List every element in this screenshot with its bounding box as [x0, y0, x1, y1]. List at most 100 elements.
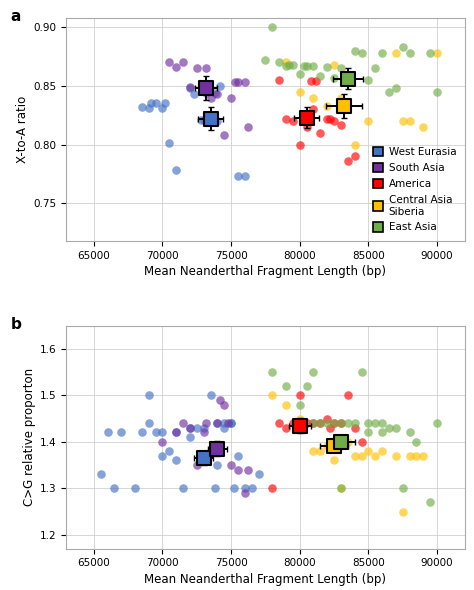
Point	[323, 442, 331, 451]
Point	[399, 484, 407, 493]
Point	[234, 77, 242, 87]
Point	[159, 103, 166, 113]
Point	[220, 130, 228, 140]
Point	[310, 418, 317, 428]
Point	[337, 484, 345, 493]
Point	[200, 428, 208, 437]
Point	[385, 87, 393, 96]
Point	[303, 61, 310, 71]
Point	[202, 64, 210, 73]
Point	[228, 93, 235, 102]
Point	[433, 418, 441, 428]
Point	[296, 87, 303, 96]
Point	[317, 447, 324, 456]
Point	[202, 83, 210, 93]
Point	[365, 418, 372, 428]
Point	[148, 99, 155, 108]
Legend: West Eurasia, South Asia, America, Central Asia
Siberia, East Asia: West Eurasia, South Asia, America, Centr…	[370, 144, 459, 235]
Point	[330, 73, 338, 83]
Point	[214, 418, 221, 428]
Point	[399, 507, 407, 516]
Point	[330, 116, 338, 126]
Text: b: b	[10, 317, 21, 332]
Point	[337, 120, 345, 129]
Point	[326, 423, 334, 432]
Point	[351, 451, 358, 460]
Point	[312, 76, 320, 86]
Point	[138, 428, 146, 437]
Point	[323, 101, 331, 110]
Point	[152, 99, 159, 108]
Point	[299, 423, 306, 432]
Point	[220, 423, 228, 432]
Point	[413, 437, 420, 447]
Point	[365, 428, 372, 437]
Point	[296, 414, 303, 423]
Point	[358, 451, 365, 460]
Point	[211, 484, 219, 493]
Point	[337, 64, 345, 73]
Point	[296, 391, 303, 400]
Point	[241, 77, 249, 87]
Point	[186, 83, 194, 93]
Point	[303, 381, 310, 391]
Point	[159, 451, 166, 460]
Point	[337, 93, 345, 102]
Point	[310, 447, 317, 456]
Point	[173, 166, 180, 175]
Point	[179, 484, 187, 493]
Point	[159, 428, 166, 437]
Point	[202, 455, 210, 465]
Point	[323, 414, 331, 423]
Point	[365, 75, 372, 84]
Point	[228, 460, 235, 470]
Point	[162, 99, 169, 108]
Point	[207, 114, 214, 123]
Point	[351, 418, 358, 428]
Point	[419, 122, 427, 132]
Point	[97, 470, 104, 479]
Point	[337, 418, 345, 428]
Point	[344, 437, 352, 447]
Point	[427, 48, 434, 58]
Point	[337, 418, 345, 428]
Point	[282, 423, 290, 432]
Point	[323, 63, 331, 72]
Point	[282, 381, 290, 391]
Point	[275, 418, 283, 428]
Point	[317, 418, 324, 428]
Point	[317, 128, 324, 137]
Point	[173, 455, 180, 465]
Point	[303, 113, 310, 122]
Point	[241, 484, 249, 493]
Point	[193, 423, 201, 432]
Point	[275, 75, 283, 84]
Point	[413, 451, 420, 460]
Point	[228, 418, 235, 428]
Point	[285, 60, 292, 70]
Point	[303, 418, 310, 428]
Point	[351, 423, 358, 432]
Point	[406, 451, 413, 460]
Point	[248, 484, 255, 493]
Point	[200, 453, 208, 463]
Point	[159, 437, 166, 447]
Point	[330, 418, 338, 428]
Point	[330, 455, 338, 465]
Point	[231, 77, 239, 87]
Point	[392, 451, 400, 460]
Point	[330, 60, 338, 70]
Point	[385, 423, 393, 432]
Point	[214, 116, 221, 126]
Point	[165, 447, 173, 456]
Text: a: a	[10, 9, 21, 24]
Point	[392, 48, 400, 58]
Y-axis label: X-to-A ratio: X-to-A ratio	[16, 96, 29, 163]
Point	[234, 465, 242, 474]
Point	[165, 58, 173, 67]
Point	[186, 82, 194, 91]
Point	[268, 391, 276, 400]
Point	[131, 484, 139, 493]
Point	[173, 63, 180, 72]
X-axis label: Mean Neanderthal Fragment Length (bp): Mean Neanderthal Fragment Length (bp)	[145, 265, 386, 278]
